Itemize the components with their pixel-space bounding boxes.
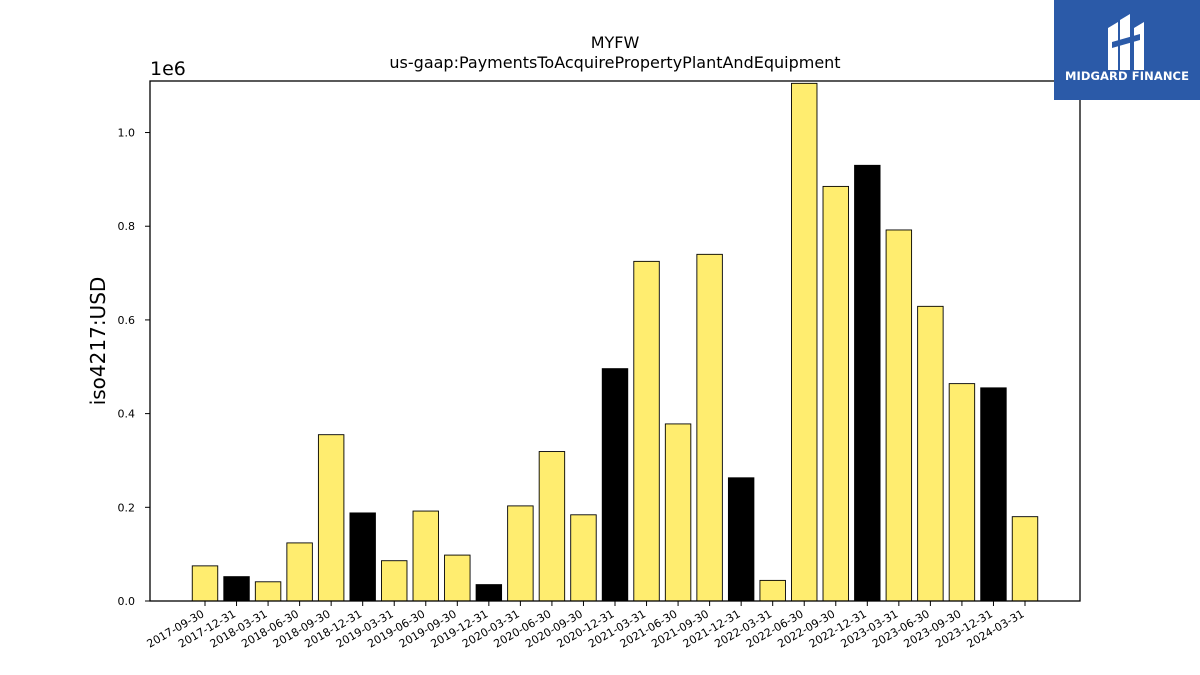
bar-2020-12-31 — [601, 368, 629, 602]
y-tick-label: 0.0 — [118, 595, 136, 608]
bar-2018-12-31 — [349, 512, 376, 602]
bar-2018-03-31 — [254, 581, 282, 602]
bar-2021-03-31 — [633, 260, 660, 602]
bar-2019-12-31 — [475, 584, 503, 602]
bar-2017-09-30 — [191, 565, 219, 602]
y-tick-label: 0.8 — [118, 220, 136, 233]
y-axis-label: iso4217:USD — [86, 277, 110, 406]
midgard-logo-mark-icon — [1108, 14, 1144, 70]
bar-2017-12-31 — [223, 576, 250, 602]
bar-2021-12-31 — [727, 477, 755, 602]
bar-2022-12-31 — [854, 164, 881, 602]
bars-group — [191, 82, 1039, 602]
y-tick-label: 0.4 — [118, 408, 136, 421]
bar-2019-03-31 — [381, 560, 408, 602]
bar-2018-09-30 — [317, 434, 345, 602]
bar-2024-03-31 — [1011, 516, 1039, 602]
bar-2018-06-30 — [286, 542, 313, 602]
bar-2022-03-31 — [759, 579, 786, 602]
bar-2022-09-30 — [822, 185, 849, 602]
bar-2023-09-30 — [948, 383, 976, 602]
bar-2022-06-30 — [791, 82, 818, 602]
bar-2020-09-30 — [570, 514, 597, 602]
x-ticks-group: 2017-09-302017-12-312018-03-312018-06-30… — [145, 601, 1027, 651]
bar-2023-12-31 — [980, 387, 1007, 602]
bar-2020-03-31 — [507, 505, 534, 602]
bar-2023-06-30 — [917, 305, 944, 602]
bar-2019-06-30 — [412, 510, 439, 602]
bar-2019-09-30 — [444, 554, 471, 602]
y-tick-label: 0.6 — [118, 314, 136, 327]
logo-text: MIDGARD FINANCE — [1064, 69, 1190, 83]
y-ticks-group: 0.0 0.2 0.4 0.6 0.8 1.0 — [118, 127, 150, 608]
chart-subtitle: us-gaap:PaymentsToAcquirePropertyPlantAn… — [389, 53, 840, 72]
bar-2023-03-31 — [885, 229, 913, 602]
y-offset-label: 1e6 — [150, 58, 186, 80]
plot-frame — [149, 80, 1081, 602]
bar-2021-09-30 — [696, 253, 723, 602]
y-tick-label: 1.0 — [118, 127, 136, 140]
bar-2020-06-30 — [538, 451, 566, 602]
chart-title: MYFW — [591, 33, 640, 52]
bar-2021-06-30 — [664, 423, 692, 602]
midgard-finance-logo: MIDGARD FINANCE — [1054, 0, 1200, 100]
y-tick-label: 0.2 — [118, 501, 136, 514]
